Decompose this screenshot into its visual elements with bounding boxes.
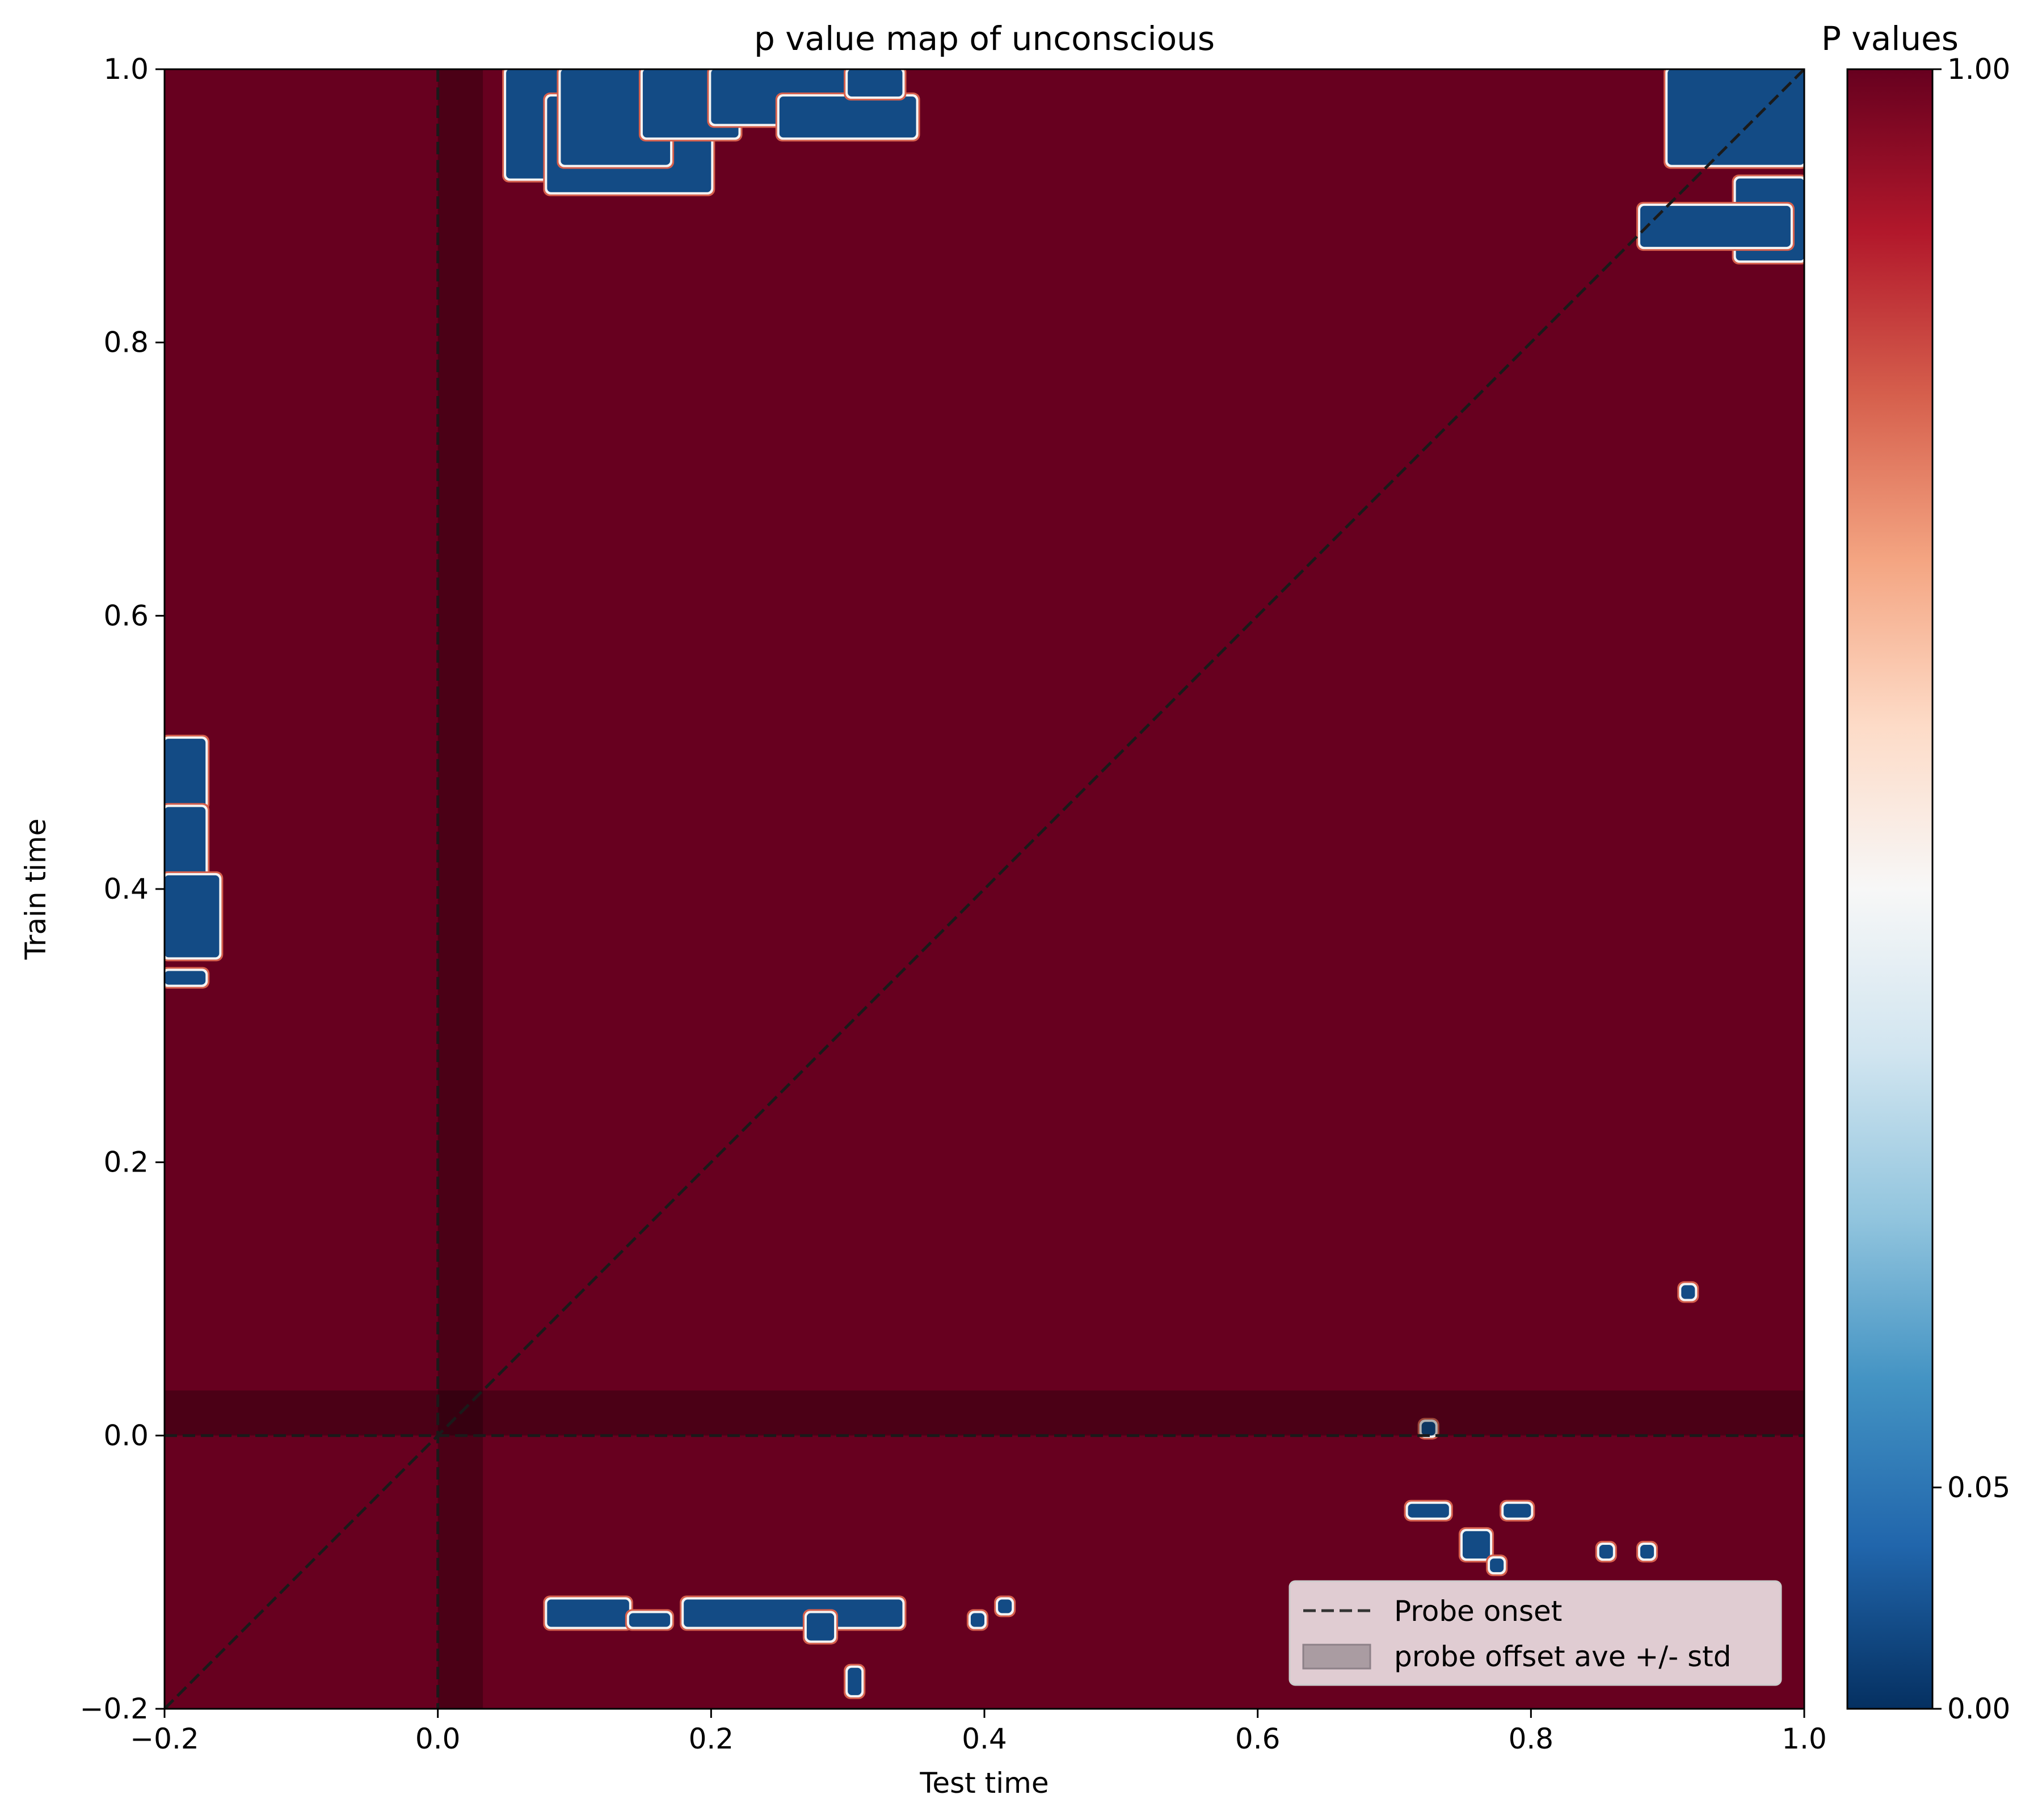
x-tick-label: −0.2 [130,1722,199,1755]
chart-title: p value map of unconscious [754,19,1215,58]
legend-label-probe-offset: probe offset ave +/- std [1394,1640,1731,1673]
colorbar-tick-label: 0.00 [1947,1692,2010,1725]
significant-cluster-7 [1664,69,1804,169]
x-axis-label: Test time [919,1767,1049,1800]
significant-cluster-14 [543,1595,633,1631]
y-axis-ticks: −0.2 0.0 0.2 0.4 0.6 0.8 1.0 [80,53,165,1725]
cluster-fill [1504,1503,1531,1518]
legend: Probe onset probe offset ave +/- std [1289,1580,1782,1686]
significant-cluster-28 [1677,1281,1699,1303]
cluster-fill [998,1599,1012,1613]
significant-cluster-26 [1595,1541,1617,1563]
significant-cluster-9 [1636,201,1795,251]
significant-cluster-24 [1486,1554,1508,1577]
x-tick-label: 0.0 [415,1722,461,1755]
cluster-fill [165,739,206,807]
cluster-fill [684,1599,903,1627]
cluster-fill [1640,205,1791,247]
heatmap-plot-area [163,68,1805,1710]
significant-cluster-21 [1417,1418,1439,1440]
cluster-fill [1421,1422,1435,1436]
significant-cluster-5 [775,92,920,142]
colorbar-gradient-bar [1847,69,1932,1709]
x-tick-label: 0.4 [962,1722,1007,1755]
cluster-fill [1490,1558,1504,1573]
y-tick-label: 0.6 [103,599,149,632]
y-tick-label: 0.0 [103,1419,149,1452]
legend-box [1289,1580,1782,1686]
x-axis-ticks: −0.2 0.0 0.2 0.4 0.6 0.8 1.0 [130,1709,1827,1755]
cluster-fill [1681,1285,1695,1299]
y-tick-label: 1.0 [103,53,149,86]
diagonal-line [165,69,1804,1709]
probe-offset-band-vertical [437,69,483,1709]
significant-cluster-12 [165,871,224,962]
significant-cluster-25 [1500,1499,1535,1522]
significant-cluster-16 [680,1595,907,1631]
significant-cluster-27 [1636,1541,1658,1563]
colorbar-title: P values [1821,19,1959,58]
colorbar-tick-label: 0.05 [1947,1471,2010,1504]
y-tick-label: 0.8 [103,326,149,359]
cluster-fill [1599,1545,1613,1559]
reference-lines [165,69,1804,1709]
colorbar-ticks: 0.00 0.05 1.00 [1932,53,2010,1725]
cluster-fill [165,807,206,875]
cluster-fill [970,1613,984,1627]
legend-label-probe-onset: Probe onset [1394,1595,1562,1628]
x-tick-label: 1.0 [1782,1722,1827,1755]
significant-cluster-6 [844,69,907,101]
significant-cluster-18 [844,1663,866,1699]
significant-cluster-15 [625,1609,675,1631]
cluster-fill [547,1599,629,1627]
cluster-fill [1462,1531,1490,1559]
cluster-fill [1668,69,1804,165]
x-tick-label: 0.2 [689,1722,734,1755]
colorbar-tick-label: 1.00 [1947,53,2010,86]
cluster-fill [848,69,903,97]
significant-cluster-19 [966,1609,988,1631]
significant-cluster-13 [165,967,210,989]
y-axis-label: Train time [19,819,52,960]
y-tick-label: 0.4 [103,873,149,905]
x-tick-label: 0.6 [1235,1722,1281,1755]
significant-cluster-10 [165,735,210,811]
cluster-fill [806,1613,835,1641]
significant-cluster-17 [802,1609,839,1645]
y-tick-label: 0.2 [103,1146,149,1179]
x-tick-label: 0.8 [1509,1722,1554,1755]
y-tick-label: −0.2 [80,1692,149,1725]
cluster-fill [629,1613,671,1627]
significant-cluster-11 [165,803,210,879]
cluster-fill [1408,1503,1449,1518]
probe-offset-band-horizontal [165,1390,1804,1436]
colorbar-frame [1846,68,1934,1710]
cluster-fill [165,875,220,958]
cluster-fill [1640,1545,1654,1559]
colorbar: 0.00 0.05 1.00 P values [1821,19,2010,1725]
significant-cluster-23 [1458,1527,1494,1563]
cluster-fill [779,96,916,138]
significant-cluster-22 [1404,1499,1453,1522]
legend-shaded-patch-sample [1302,1644,1371,1670]
significant-clusters [165,69,1804,1699]
significant-cluster-20 [994,1595,1016,1617]
cluster-fill [848,1667,862,1695]
cluster-fill [165,971,206,985]
